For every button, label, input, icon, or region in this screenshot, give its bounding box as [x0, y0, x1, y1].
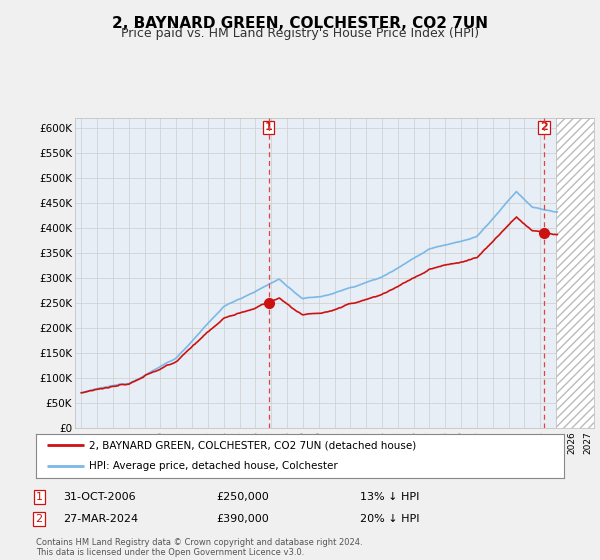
Text: 13% ↓ HPI: 13% ↓ HPI: [360, 492, 419, 502]
Text: 2: 2: [540, 122, 548, 132]
Text: 2, BAYNARD GREEN, COLCHESTER, CO2 7UN: 2, BAYNARD GREEN, COLCHESTER, CO2 7UN: [112, 16, 488, 31]
Text: Contains HM Land Registry data © Crown copyright and database right 2024.
This d: Contains HM Land Registry data © Crown c…: [36, 538, 362, 557]
Text: Price paid vs. HM Land Registry's House Price Index (HPI): Price paid vs. HM Land Registry's House …: [121, 27, 479, 40]
Text: HPI: Average price, detached house, Colchester: HPI: Average price, detached house, Colc…: [89, 461, 338, 472]
Text: 1: 1: [35, 492, 43, 502]
Text: 2: 2: [35, 514, 43, 524]
Text: 31-OCT-2006: 31-OCT-2006: [63, 492, 136, 502]
Text: 1: 1: [265, 122, 272, 132]
Text: £390,000: £390,000: [216, 514, 269, 524]
Text: 27-MAR-2024: 27-MAR-2024: [63, 514, 138, 524]
Text: £250,000: £250,000: [216, 492, 269, 502]
Text: 2, BAYNARD GREEN, COLCHESTER, CO2 7UN (detached house): 2, BAYNARD GREEN, COLCHESTER, CO2 7UN (d…: [89, 440, 416, 450]
Text: 20% ↓ HPI: 20% ↓ HPI: [360, 514, 419, 524]
